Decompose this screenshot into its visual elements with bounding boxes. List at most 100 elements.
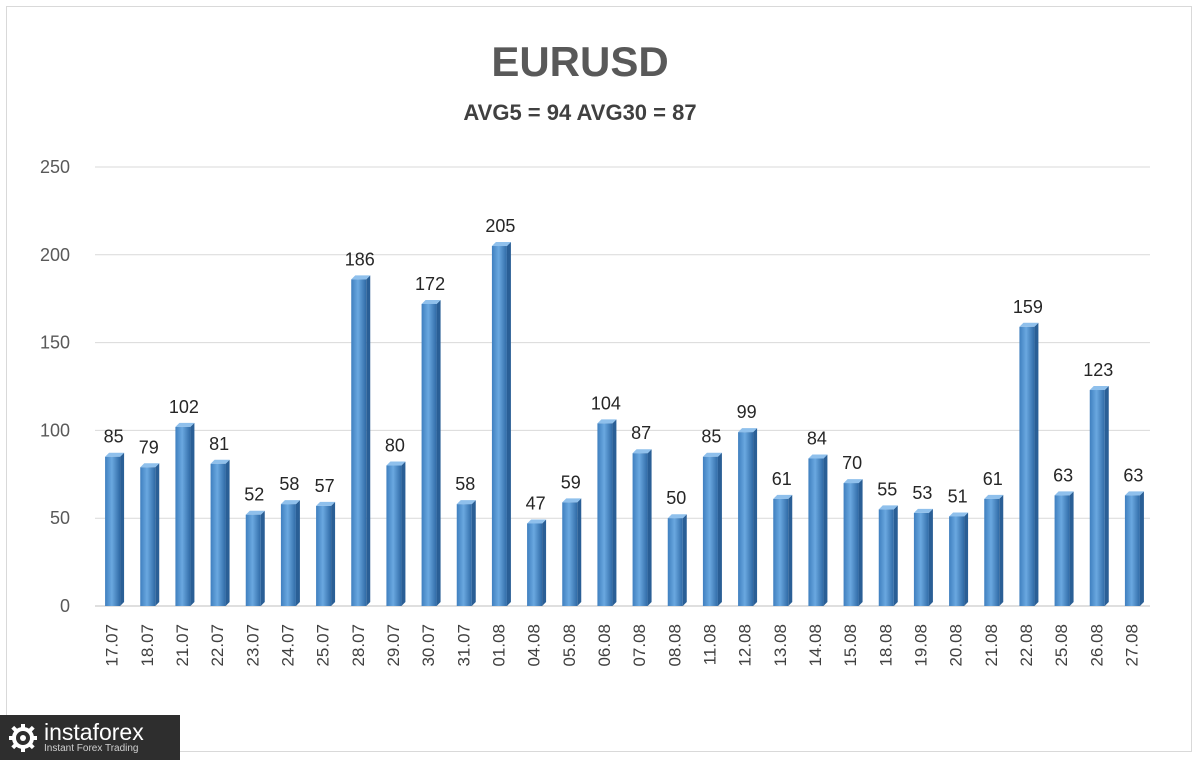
x-tick-label: 27.08 (1122, 624, 1141, 667)
data-label: 55 (877, 479, 897, 499)
bar (421, 303, 437, 606)
bar-side (542, 519, 547, 606)
bar (632, 453, 648, 606)
bar-top (667, 514, 687, 519)
bar-side (577, 498, 582, 606)
data-label: 61 (772, 469, 792, 489)
x-tick-label: 05.08 (560, 624, 579, 667)
x-tick-label: 23.07 (243, 624, 262, 667)
bar-top (421, 299, 441, 304)
x-tick-label: 28.07 (349, 624, 368, 667)
bar-top (1124, 491, 1144, 496)
bar-top (738, 428, 758, 433)
data-label: 58 (455, 474, 475, 494)
data-label: 57 (315, 476, 335, 496)
bar (491, 246, 507, 606)
x-tick-label: 22.07 (208, 624, 227, 667)
data-label: 87 (631, 423, 651, 443)
bar (773, 498, 789, 606)
data-label: 58 (279, 474, 299, 494)
bar-top (210, 459, 230, 464)
y-tick-label: 50 (50, 508, 70, 528)
grid-lines (95, 166, 1150, 607)
data-label: 84 (807, 428, 827, 448)
x-tick-label: 26.08 (1087, 624, 1106, 667)
bar-side (331, 501, 336, 606)
bar (702, 456, 718, 606)
bar-top (105, 452, 125, 457)
bar-side (682, 514, 687, 606)
bar-side (999, 494, 1004, 606)
data-label: 63 (1053, 465, 1073, 485)
data-label: 81 (209, 434, 229, 454)
bar-side (401, 461, 406, 606)
bar-top (316, 501, 336, 506)
bar-side (964, 512, 969, 606)
bar-side (1069, 491, 1074, 606)
bar-top (386, 461, 406, 466)
bar-top (562, 498, 582, 503)
bar-side (1034, 322, 1039, 606)
data-label: 102 (169, 397, 199, 417)
data-label: 85 (701, 427, 721, 447)
bar-side (295, 500, 300, 606)
bar-side (155, 463, 160, 606)
bar-side (928, 508, 933, 606)
bar (245, 514, 261, 606)
bar (1054, 495, 1070, 606)
bar-top (1054, 491, 1074, 496)
chart-frame (6, 6, 1192, 752)
bar (667, 518, 683, 606)
logo-tagline: Instant Forex Trading (44, 743, 139, 754)
x-tick-label: 13.08 (771, 624, 790, 667)
bar-side (823, 454, 828, 606)
bar-top (491, 242, 511, 247)
x-tick-label: 19.08 (911, 624, 930, 667)
x-tick-label: 18.07 (138, 624, 157, 667)
bar-top (843, 479, 863, 484)
x-tick-label: 15.08 (841, 624, 860, 667)
chart-subtitle: AVG5 = 94 AVG30 = 87 (463, 100, 697, 125)
bar-side (225, 459, 230, 606)
bar-top (1019, 322, 1039, 327)
x-tick-label: 07.08 (630, 624, 649, 667)
bar-top (878, 505, 898, 510)
x-tick-label: 04.08 (525, 624, 544, 667)
bar-top (175, 422, 195, 427)
bar-top (808, 454, 828, 459)
y-tick-label: 250 (40, 157, 70, 177)
data-label: 186 (345, 249, 375, 269)
bar (1124, 495, 1140, 606)
x-tick-label: 18.08 (876, 624, 895, 667)
bar-top (984, 494, 1004, 499)
data-label: 80 (385, 436, 405, 456)
data-label: 52 (244, 485, 264, 505)
x-tick-label: 30.07 (419, 624, 438, 667)
x-tick-label: 29.07 (384, 624, 403, 667)
data-label: 50 (666, 488, 686, 508)
bar-side (190, 422, 195, 606)
bars (105, 242, 1144, 606)
x-tick-label: 06.08 (595, 624, 614, 667)
x-tick-label: 12.08 (736, 624, 755, 667)
axis-labels: 0 50 100 150 200 250 17.07 18.07 21.07 22.07 23.07… (40, 157, 1141, 667)
bar-side (506, 242, 511, 606)
bar-top (949, 512, 969, 517)
x-tick-label: 24.07 (278, 624, 297, 667)
bar-side (1139, 491, 1144, 606)
bar (738, 432, 754, 606)
bar (105, 456, 121, 606)
bar-side (436, 299, 441, 606)
data-label: 172 (415, 274, 445, 294)
bar (949, 516, 965, 606)
y-tick-label: 100 (40, 420, 70, 440)
bar (456, 504, 472, 606)
data-label: 85 (104, 427, 124, 447)
bar (808, 458, 824, 606)
bar (878, 509, 894, 606)
bar (210, 463, 226, 606)
bar-side (471, 500, 476, 606)
data-label: 123 (1083, 360, 1113, 380)
bar-side (753, 428, 758, 606)
